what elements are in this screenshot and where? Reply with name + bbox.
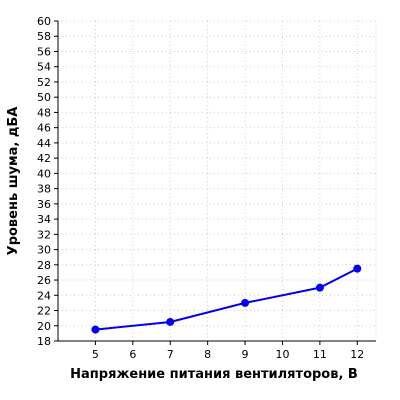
data-point: [315, 283, 324, 292]
y-tick-label: 50: [37, 91, 51, 104]
y-tick-label: 40: [37, 167, 51, 180]
x-tick-label: 12: [350, 348, 364, 361]
y-tick-label: 42: [37, 152, 51, 165]
y-tick-label: 44: [37, 137, 51, 150]
y-tick-label: 34: [37, 213, 51, 226]
y-tick-label: 26: [37, 274, 51, 287]
y-tick-label: 30: [37, 244, 51, 257]
data-point: [166, 317, 175, 326]
y-tick-label: 48: [37, 106, 51, 119]
y-tick-label: 54: [37, 61, 51, 74]
data-point: [353, 264, 362, 273]
y-tick-label: 36: [37, 198, 51, 211]
y-tick-label: 28: [37, 259, 51, 272]
data-point: [241, 298, 250, 307]
x-tick-label: 10: [275, 348, 289, 361]
x-tick-label: 9: [242, 348, 249, 361]
y-tick-label: 32: [37, 228, 51, 241]
x-tick-label: 11: [313, 348, 327, 361]
series-line: [95, 267, 358, 331]
axes: [54, 20, 376, 345]
series: [91, 264, 362, 334]
y-tick-label: 38: [37, 183, 51, 196]
data-point: [91, 325, 100, 334]
grid: [58, 20, 377, 341]
x-tick-label: 7: [167, 348, 174, 361]
x-tick-label: 8: [204, 348, 211, 361]
y-tick-label: 60: [37, 15, 51, 28]
x-tick-label: 5: [92, 348, 99, 361]
y-tick-label: 24: [37, 289, 51, 302]
y-tick-label: 58: [37, 30, 51, 43]
y-tick-label: 52: [37, 76, 51, 89]
y-tick-label: 46: [37, 122, 51, 135]
y-tick-label: 56: [37, 45, 51, 58]
y-axis-label: Уровень шума, дБА: [6, 107, 21, 256]
x-tick-label: 6: [129, 348, 136, 361]
y-tick-label: 20: [37, 320, 51, 333]
y-tick-label: 22: [37, 305, 51, 318]
tick-labels: 1820222426283032343638404244464850525456…: [37, 15, 364, 361]
x-axis-label: Напряжение питания вентиляторов, В: [70, 367, 358, 382]
y-tick-label: 18: [37, 335, 51, 348]
